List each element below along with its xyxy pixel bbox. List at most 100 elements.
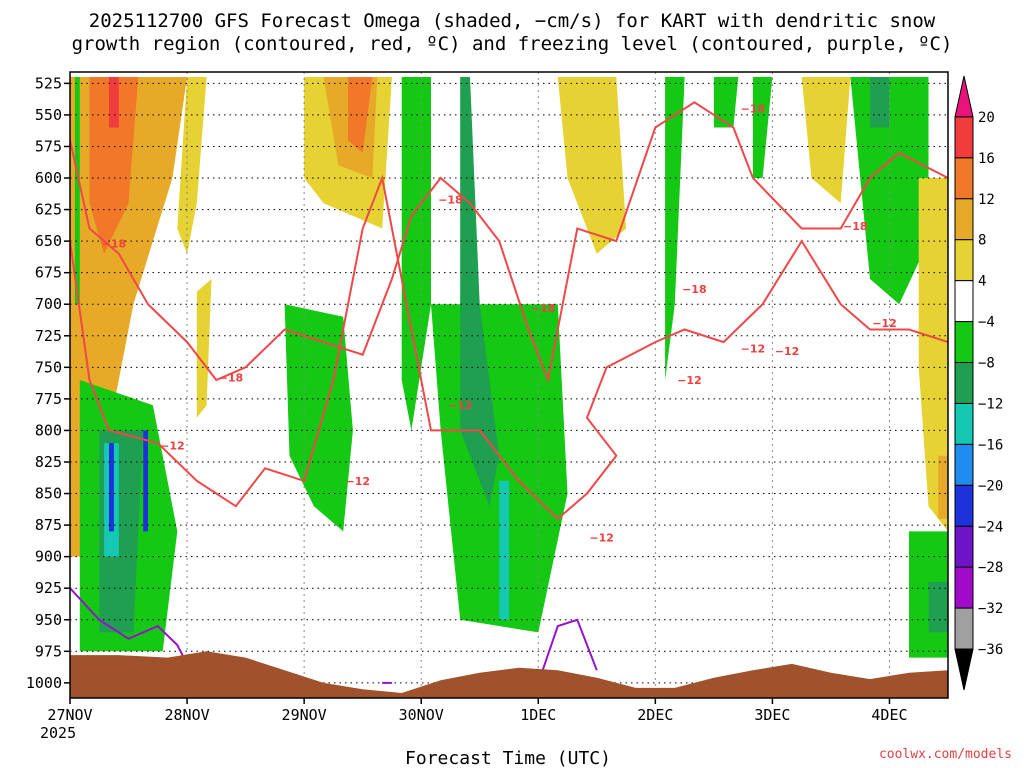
omega-region-17 (460, 77, 500, 507)
colorbar-label-0: 20 (978, 110, 995, 126)
omega-region-5 (74, 77, 80, 305)
colorbar-bottom-triangle (954, 648, 974, 691)
chart-title-line-1: 2025112700 GFS Forecast Omega (shaded, −… (89, 10, 936, 32)
colorbar-label-6: −8 (978, 356, 995, 372)
freezing-level-contour-3 (537, 618, 598, 684)
contour-label-2: −18 (438, 193, 463, 206)
terrain-surface (70, 651, 948, 698)
y-tick-label-675: 675 (35, 264, 62, 282)
colorbar-band-11 (954, 525, 974, 568)
omega-region-18 (499, 480, 509, 620)
colorbar-band-1 (954, 116, 974, 159)
y-tick-label-875: 875 (35, 516, 62, 534)
colorbar-label-9: −20 (978, 478, 1003, 494)
y-tick-label-825: 825 (35, 453, 62, 471)
terrain (70, 651, 948, 698)
colorbar-label-4: 4 (978, 274, 986, 290)
colorbar-label-12: −32 (978, 601, 1003, 617)
y-tick-label-975: 975 (35, 642, 62, 660)
omega-region-26 (918, 178, 948, 532)
colorbar-band-4 (954, 239, 974, 282)
colorbar-band-12 (954, 566, 974, 609)
x-axis-ticks: 27NOV 28NOV 29NOV 30NOV 1DEC 2DEC 3DEC 4DEC (47, 698, 908, 724)
colorbar-band-8 (954, 402, 974, 445)
contour-label-7: −12 (160, 440, 185, 453)
omega-region-23 (801, 77, 851, 204)
omega-region-3 (177, 77, 207, 254)
colorbar-top-triangle (954, 75, 974, 118)
y-tick-label-525: 525 (35, 74, 62, 92)
omega-region-10 (143, 430, 148, 532)
contour-label-1: −18 (219, 371, 244, 384)
y-tick-label-850: 850 (35, 485, 62, 503)
chart-title-line-2: growth region (contoured, red, ºC) and f… (72, 33, 953, 55)
contour-label-12: −12 (741, 342, 766, 355)
y-tick-label-1000: 1000 (26, 674, 62, 692)
x-tick-label-29NOV: 29NOV (282, 706, 327, 724)
dgz-contour-minus12 (70, 174, 948, 521)
x-axis-title: Forecast Time (UTC) (405, 748, 611, 768)
y-tick-label-800: 800 (35, 421, 62, 439)
colorbar-label-10: −24 (978, 519, 1003, 535)
colorbar-label-11: −28 (978, 560, 1003, 576)
y-tick-label-925: 925 (35, 579, 62, 597)
credit-text: coolwx.com/models (879, 747, 1012, 762)
x-tick-label-28NOV: 28NOV (164, 706, 209, 724)
x-tick-label-2DEC: 2DEC (637, 706, 673, 724)
colorbar-band-5 (954, 280, 974, 323)
omega-region-24 (850, 77, 929, 305)
contour-label-9: −12 (448, 399, 473, 412)
contour-label-5: −18 (741, 103, 766, 116)
colorbar-label-1: 16 (978, 151, 995, 167)
y-tick-label-700: 700 (35, 295, 62, 313)
x-tick-label-4DEC: 4DEC (871, 706, 907, 724)
contour-label-0: −18 (102, 238, 127, 251)
colorbar-label-7: −12 (978, 396, 1003, 412)
colorbar-band-6 (954, 321, 974, 364)
contour-label-8: −12 (346, 475, 371, 488)
omega-region-29 (928, 581, 948, 633)
omega-region-13 (348, 77, 373, 153)
y-tick-label-900: 900 (35, 548, 62, 566)
y-tick-label-550: 550 (35, 106, 62, 124)
colorbar: 20 16 12 8 4 −4 −8 −12 −16 −20 −24 −28 −32 −36 (954, 75, 1003, 691)
colorbar-label-8: −16 (978, 437, 1003, 453)
contour-label-6: −18 (843, 220, 868, 233)
omega-region-25 (870, 77, 890, 128)
x-tick-label-30NOV: 30NOV (399, 706, 444, 724)
omega-region-22 (752, 77, 773, 178)
y-tick-label-750: 750 (35, 358, 62, 376)
colorbar-band-7 (954, 362, 974, 404)
y-tick-label-650: 650 (35, 232, 62, 250)
y-tick-label-625: 625 (35, 201, 62, 219)
colorbar-band-13 (954, 607, 974, 650)
colorbar-band-9 (954, 443, 974, 486)
contour-label-11: −12 (677, 374, 702, 387)
freezing-level-contour-1 (70, 587, 198, 684)
omega-region-9 (109, 443, 114, 532)
omega-region-2 (109, 77, 119, 128)
colorbar-label-3: 8 (978, 233, 986, 249)
omega-region-1 (89, 77, 139, 254)
colorbar-label-13: −36 (978, 642, 1003, 658)
colorbar-band-2 (954, 157, 974, 200)
contour-label-13: −12 (775, 345, 800, 358)
y-tick-label-725: 725 (35, 327, 62, 345)
y-tick-label-775: 775 (35, 390, 62, 408)
chart-title: 2025112700 GFS Forecast Omega (shaded, −… (72, 10, 953, 55)
grid-lines (69, 72, 948, 698)
colorbar-label-2: 12 (978, 192, 995, 208)
omega-region-21 (713, 77, 739, 128)
y-tick-label-575: 575 (35, 137, 62, 155)
contour-label-10: −12 (589, 532, 614, 545)
contour-label-3: −18 (531, 302, 556, 315)
omega-region-15 (401, 77, 431, 431)
y-tick-label-600: 600 (35, 169, 62, 187)
omega-region-4 (196, 279, 212, 418)
colorbar-band-3 (954, 198, 974, 241)
temperature-contours: −18−18−18−18−18−18−18−12−12−12−12−12−12−… (70, 101, 948, 684)
contour-label-4: −18 (682, 283, 707, 296)
x-tick-label-3DEC: 3DEC (754, 706, 790, 724)
plot-frame (69, 71, 949, 699)
